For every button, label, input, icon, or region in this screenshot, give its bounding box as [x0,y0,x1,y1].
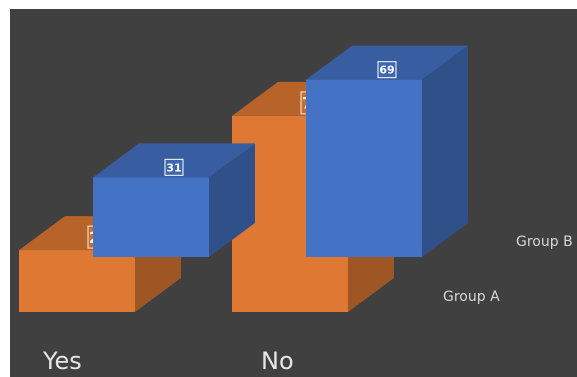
value-label-box-group-a-yes [164,158,184,176]
bar-group-a-yes: 31 [93,143,255,257]
bar-front-group-a-no [306,79,422,257]
bar-side-group-a-yes [209,143,255,257]
category-label-yes: Yes [42,347,82,375]
value-label-group-a-yes: 31 [166,161,181,174]
bars-layer: 24763169 [19,45,468,312]
series-label-group-b: Group B [516,234,573,250]
category-label-no: No [261,347,294,375]
bar-front-group-a-yes [93,177,209,257]
value-label-group-a-no: 69 [379,64,394,77]
labels-layer: Yes No Group A Group B [42,234,573,375]
bar-side-group-a-no [422,45,468,257]
bar-group-a-no: 69 [306,45,468,257]
series-label-group-a: Group A [443,289,500,305]
value-label-box-group-a-no [377,61,397,79]
bar-front-group-b-yes [19,250,135,312]
